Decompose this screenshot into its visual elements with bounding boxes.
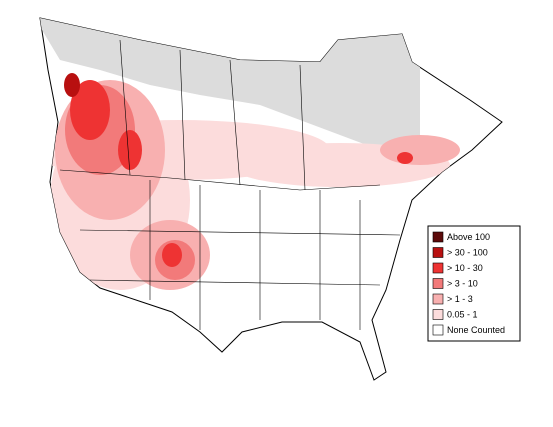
- map: [39, 17, 503, 381]
- legend-swatch: [432, 324, 444, 336]
- legend-label: > 3 - 10: [447, 278, 478, 288]
- range-core: [118, 130, 142, 170]
- legend-swatch: [432, 262, 444, 274]
- legend-box: [427, 225, 521, 342]
- range-core: [397, 152, 413, 164]
- range-core: [162, 243, 182, 267]
- legend-label: > 30 - 100: [447, 247, 488, 257]
- legend-label: > 1 - 3: [447, 294, 473, 304]
- legend: Above 100 > 30 - 100 > 10 - 30 > 3 - 10 > 1 …: [427, 225, 521, 342]
- legend-swatch: [432, 309, 444, 320]
- legend-swatch: [432, 293, 444, 305]
- range-mid: [380, 135, 460, 165]
- legend-label: > 10 - 30: [447, 263, 483, 273]
- boundaries: [59, 39, 401, 330]
- range-core: [70, 80, 110, 140]
- legend-label: 0.05 - 1: [447, 309, 478, 319]
- legend-label: Above 100: [447, 232, 490, 242]
- legend-swatch: [432, 231, 444, 243]
- legend-swatch: [432, 247, 444, 258]
- range-peak: [64, 73, 80, 97]
- legend-label: None Counted: [447, 325, 505, 335]
- legend-swatch: [432, 278, 444, 289]
